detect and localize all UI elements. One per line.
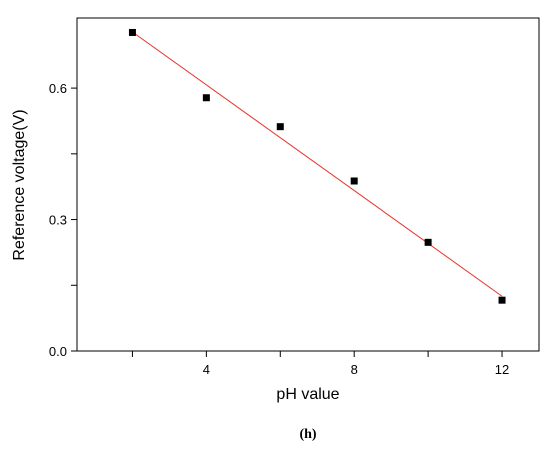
fit-line	[132, 31, 503, 297]
data-point-1	[202, 94, 210, 102]
x-tick-label-1: 4	[203, 362, 210, 377]
y-axis-title: Reference voltage(V)	[11, 109, 28, 260]
x-axis-title: pH value	[276, 386, 339, 403]
y-tick-label-0: 0.0	[49, 344, 67, 359]
panel-label: (h)	[299, 427, 316, 442]
data-point-4	[424, 238, 432, 246]
data-point-2	[276, 123, 284, 131]
y-axis-ticks: 0.0 0.3 0.6	[49, 81, 77, 359]
data-points	[128, 28, 506, 304]
x-tick-label-3: 8	[351, 362, 358, 377]
plot-frame	[76, 17, 540, 352]
x-axis-ticks: 4 8 12	[131, 351, 509, 377]
data-point-3	[350, 177, 358, 185]
data-point-5	[498, 296, 506, 304]
y-tick-label-2: 0.3	[49, 213, 67, 228]
x-tick-label-5: 12	[495, 362, 509, 377]
data-point-0	[128, 28, 136, 36]
y-tick-label-4: 0.6	[49, 81, 67, 96]
